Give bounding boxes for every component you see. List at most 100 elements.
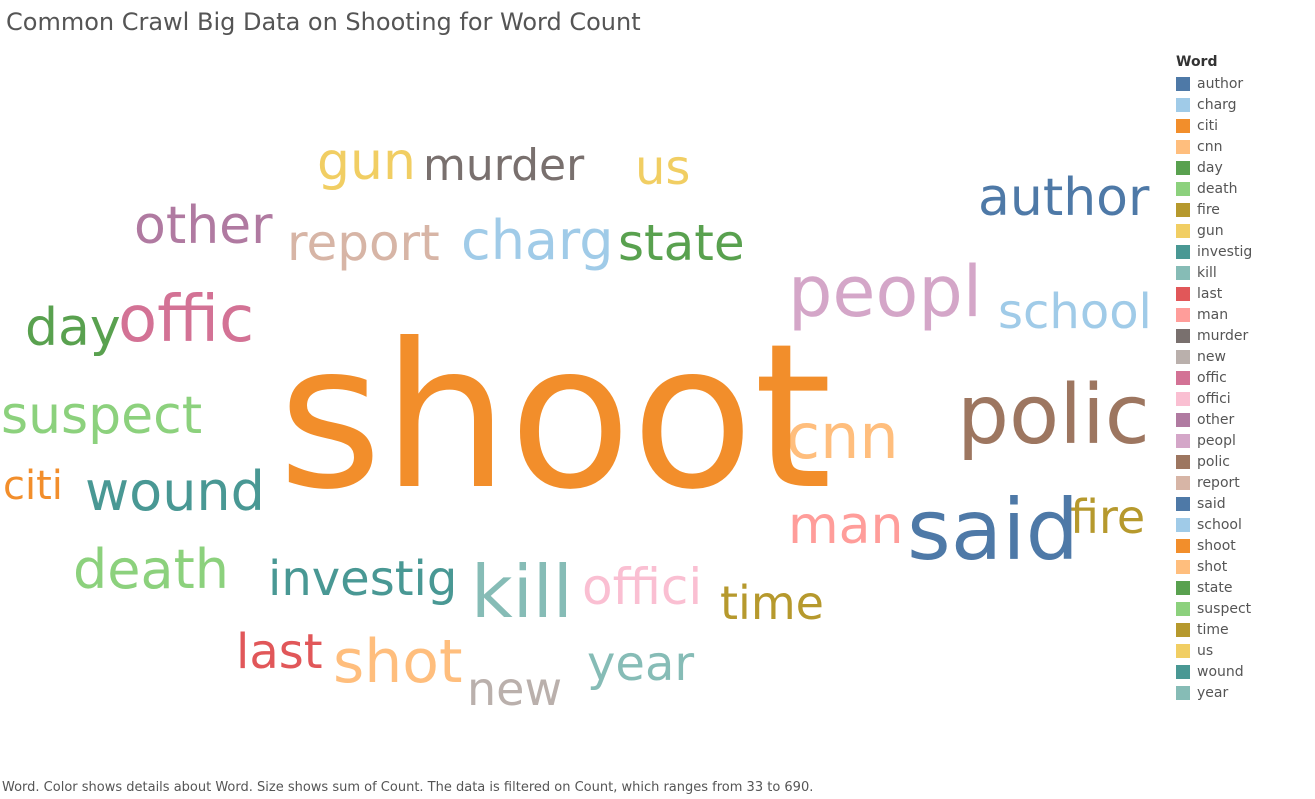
legend-item-report[interactable]: report: [1176, 472, 1311, 493]
legend-label: wound: [1197, 663, 1244, 680]
legend-label: school: [1197, 516, 1242, 533]
legend-item-offici[interactable]: offici: [1176, 388, 1311, 409]
legend-label: murder: [1197, 327, 1249, 344]
legend-swatch: [1176, 391, 1190, 406]
legend-item-cnn[interactable]: cnn: [1176, 136, 1311, 157]
word-shoot: shoot: [278, 301, 833, 534]
word-offic: offic: [118, 283, 255, 357]
legend-swatch: [1176, 496, 1190, 511]
legend-items: author charg citi cnn day death fire gun investi…: [1176, 73, 1311, 703]
legend-swatch: [1176, 475, 1190, 490]
legend-item-peopl[interactable]: peopl: [1176, 430, 1311, 451]
legend-item-author[interactable]: author: [1176, 73, 1311, 94]
legend-swatch: [1176, 118, 1190, 133]
legend-label: citi: [1197, 117, 1218, 134]
word-citi: citi: [3, 463, 63, 509]
legend-item-death[interactable]: death: [1176, 178, 1311, 199]
legend-item-said[interactable]: said: [1176, 493, 1311, 514]
legend-item-kill[interactable]: kill: [1176, 262, 1311, 283]
legend-item-gun[interactable]: gun: [1176, 220, 1311, 241]
legend-item-investig[interactable]: investig: [1176, 241, 1311, 262]
legend-label: shoot: [1197, 537, 1236, 554]
legend-swatch: [1176, 328, 1190, 343]
legend-swatch: [1176, 97, 1190, 112]
legend-swatch: [1176, 223, 1190, 238]
legend-item-time[interactable]: time: [1176, 619, 1311, 640]
word-fire: fire: [1070, 490, 1146, 544]
word-murder: murder: [423, 140, 585, 191]
word-us: us: [635, 140, 691, 196]
word-cnn: cnn: [786, 400, 899, 473]
word-offici: offici: [582, 558, 703, 616]
legend-title: Word: [1176, 54, 1218, 70]
legend-label: last: [1197, 285, 1223, 302]
legend-swatch: [1176, 181, 1190, 196]
word-shot: shot: [333, 627, 463, 697]
footnote: Word. Color shows details about Word. Si…: [2, 780, 814, 795]
legend-swatch: [1176, 685, 1190, 700]
legend-label: investig: [1197, 243, 1253, 260]
legend-label: time: [1197, 621, 1229, 638]
word-other: other: [134, 196, 273, 256]
legend-item-new[interactable]: new: [1176, 346, 1311, 367]
word-death: death: [73, 538, 229, 601]
legend-item-charg[interactable]: charg: [1176, 94, 1311, 115]
legend-swatch: [1176, 76, 1190, 91]
word-year: year: [587, 636, 695, 692]
legend-swatch: [1176, 538, 1190, 553]
legend-label: kill: [1197, 264, 1217, 281]
legend-swatch: [1176, 664, 1190, 679]
word-new: new: [467, 662, 563, 716]
legend-swatch: [1176, 244, 1190, 259]
legend-swatch: [1176, 433, 1190, 448]
word-man: man: [788, 496, 904, 556]
legend-swatch: [1176, 202, 1190, 217]
word-kill: kill: [471, 550, 573, 634]
legend-label: fire: [1197, 201, 1220, 218]
legend-label: us: [1197, 642, 1214, 659]
legend-item-other[interactable]: other: [1176, 409, 1311, 430]
legend-item-school[interactable]: school: [1176, 514, 1311, 535]
legend-label: year: [1197, 684, 1229, 701]
legend-item-us[interactable]: us: [1176, 640, 1311, 661]
word-wound: wound: [85, 460, 265, 523]
word-charg: charg: [461, 209, 614, 272]
word-peopl: peopl: [788, 251, 983, 333]
legend-label: author: [1197, 75, 1244, 92]
legend-swatch: [1176, 580, 1190, 595]
legend-label: charg: [1197, 96, 1237, 113]
legend-label: death: [1197, 180, 1238, 197]
legend-item-wound[interactable]: wound: [1176, 661, 1311, 682]
legend-item-fire[interactable]: fire: [1176, 199, 1311, 220]
legend-item-last[interactable]: last: [1176, 283, 1311, 304]
legend-swatch: [1176, 454, 1190, 469]
legend-swatch: [1176, 643, 1190, 658]
legend-label: other: [1197, 411, 1235, 428]
legend-item-citi[interactable]: citi: [1176, 115, 1311, 136]
word-day: day: [25, 298, 121, 358]
legend-swatch: [1176, 160, 1190, 175]
legend-swatch: [1176, 622, 1190, 637]
legend-item-man[interactable]: man: [1176, 304, 1311, 325]
legend-swatch: [1176, 370, 1190, 385]
legend-label: offici: [1197, 390, 1231, 407]
legend-item-shoot[interactable]: shoot: [1176, 535, 1311, 556]
legend-item-state[interactable]: state: [1176, 577, 1311, 598]
legend-item-day[interactable]: day: [1176, 157, 1311, 178]
legend-swatch: [1176, 265, 1190, 280]
legend-item-year[interactable]: year: [1176, 682, 1311, 703]
legend-swatch: [1176, 139, 1190, 154]
legend-item-murder[interactable]: murder: [1176, 325, 1311, 346]
word-state: state: [618, 214, 745, 272]
legend-swatch: [1176, 349, 1190, 364]
legend-swatch: [1176, 286, 1190, 301]
legend-swatch: [1176, 307, 1190, 322]
legend-item-shot[interactable]: shot: [1176, 556, 1311, 577]
legend-label: suspect: [1197, 600, 1252, 617]
word-last: last: [236, 624, 323, 680]
legend-item-offic[interactable]: offic: [1176, 367, 1311, 388]
legend-item-polic[interactable]: polic: [1176, 451, 1311, 472]
legend: Word author charg citi cnn day death fire gun in…: [1176, 54, 1311, 703]
legend-label: man: [1197, 306, 1229, 323]
legend-item-suspect[interactable]: suspect: [1176, 598, 1311, 619]
